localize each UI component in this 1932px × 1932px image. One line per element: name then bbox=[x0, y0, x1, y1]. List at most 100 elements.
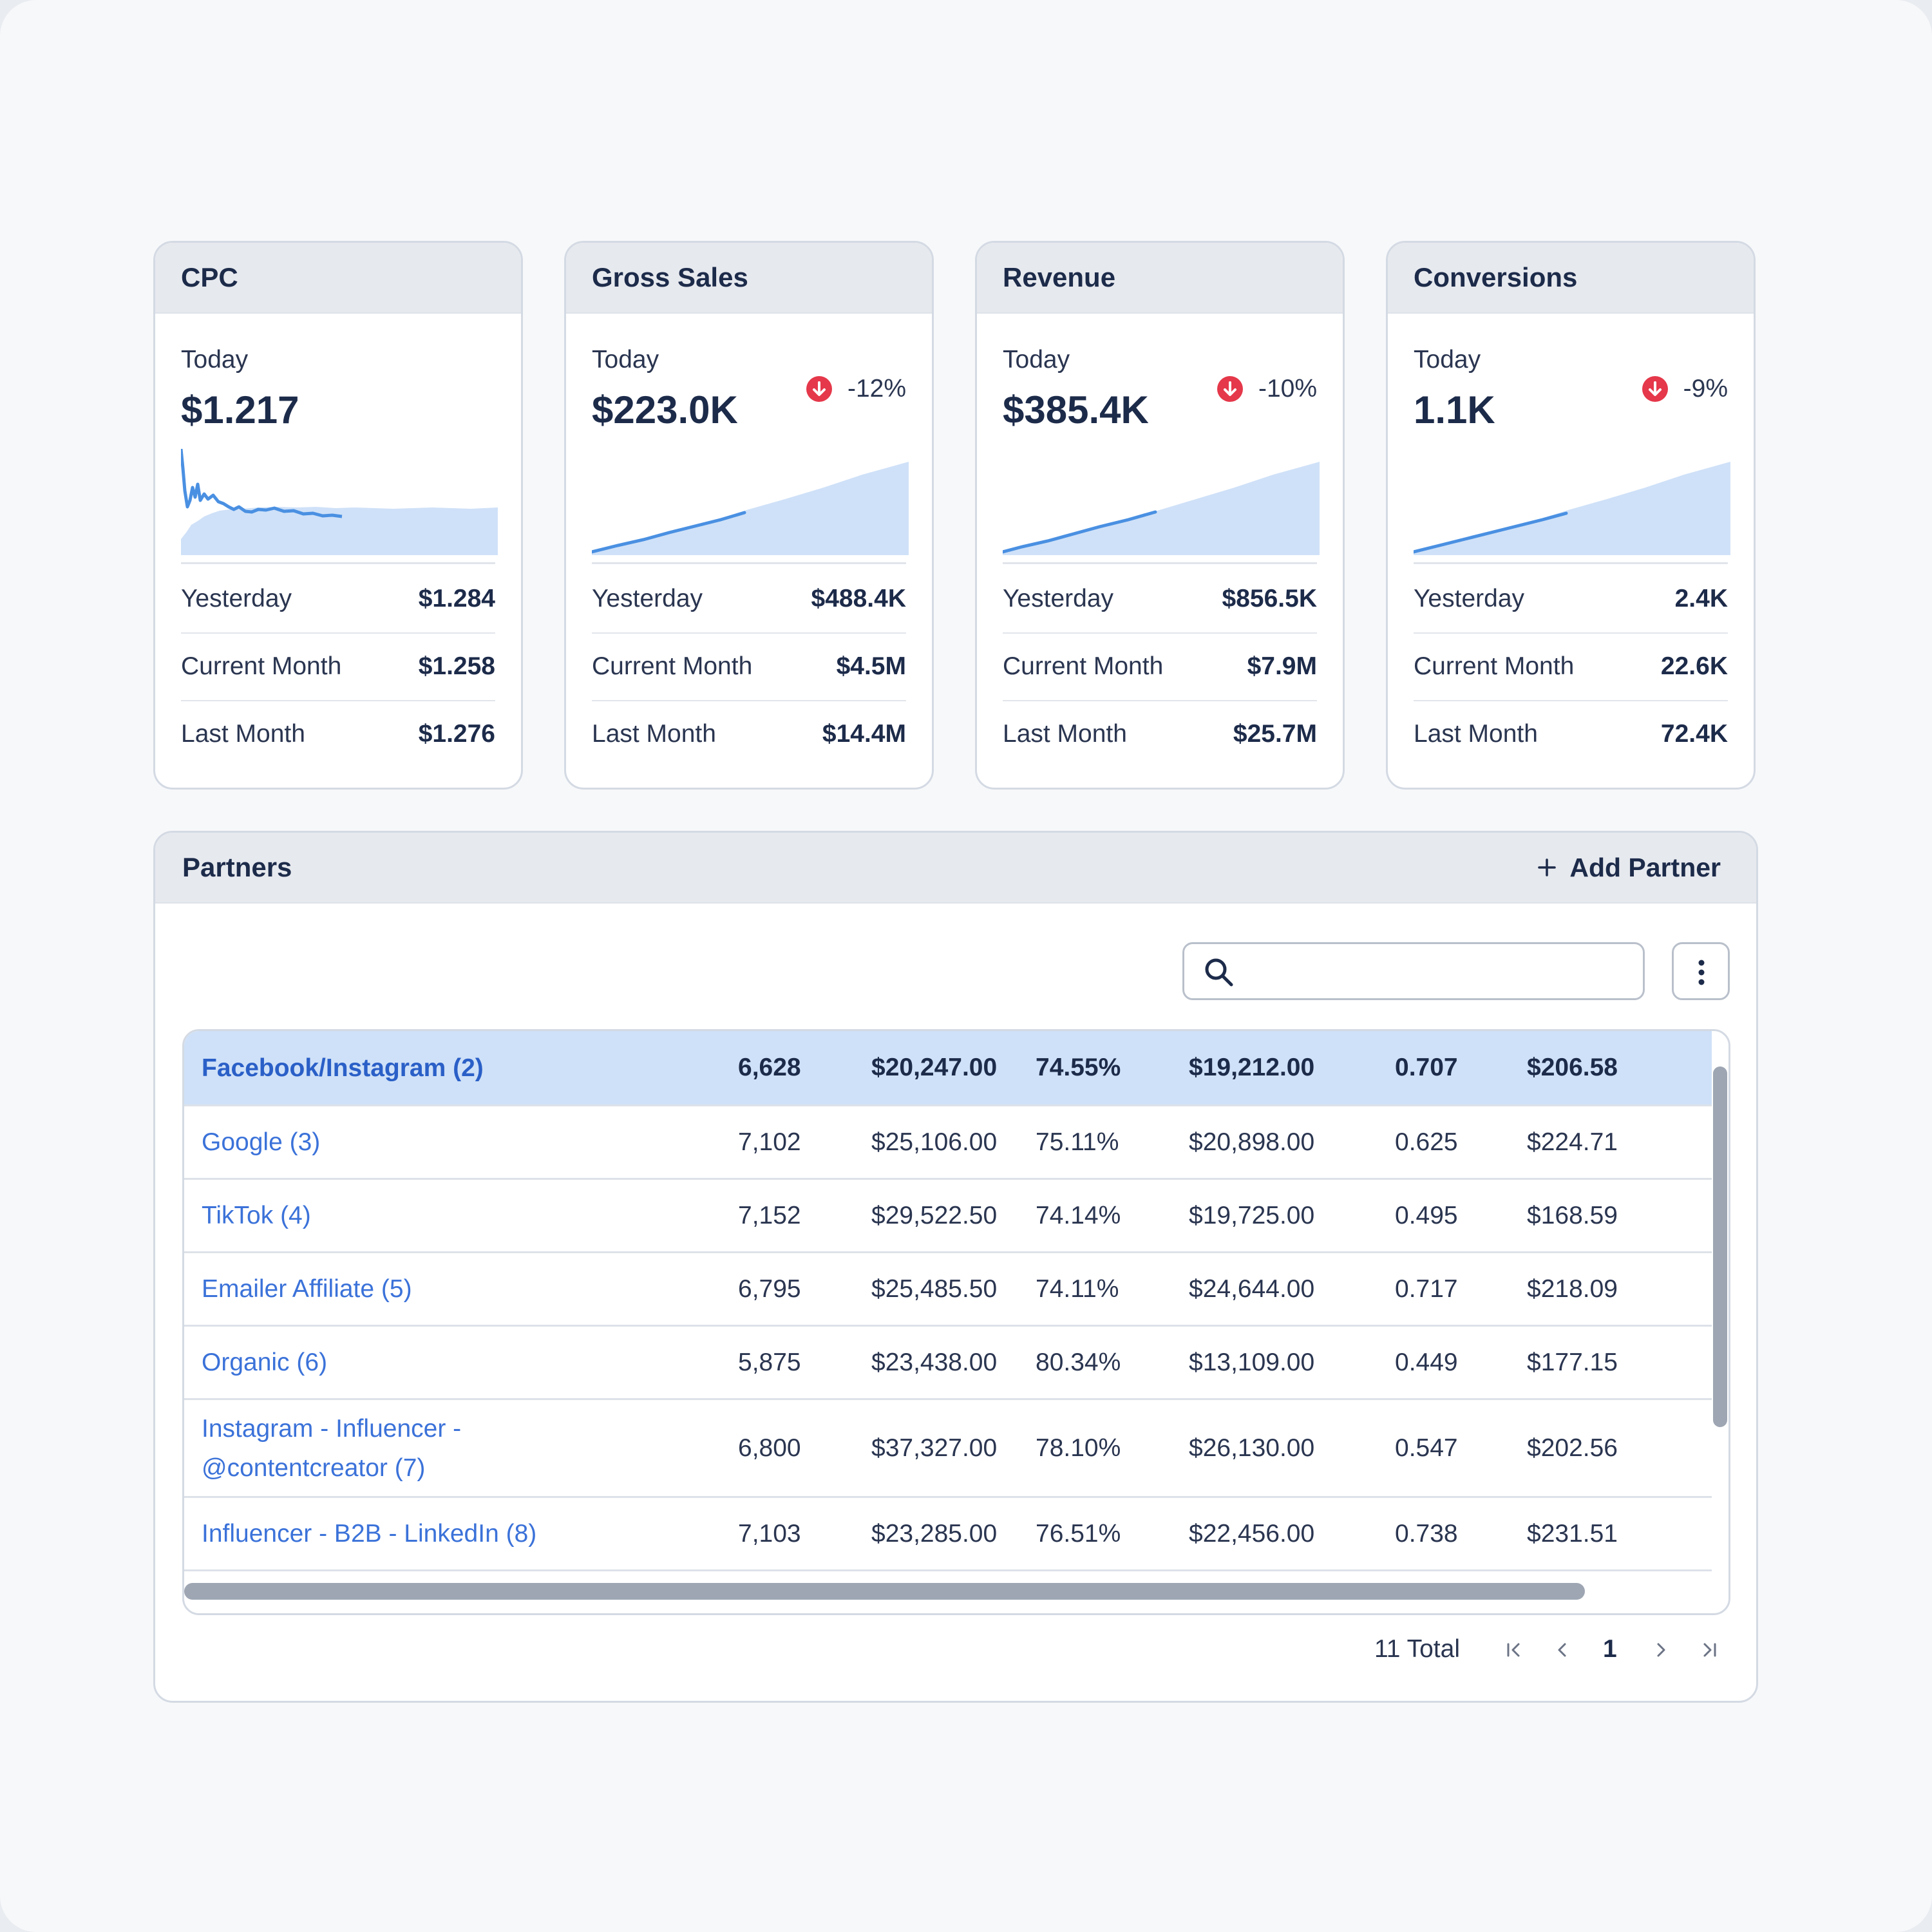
table-cell: $231.51 bbox=[1527, 1519, 1618, 1548]
row-yesterday: Yesterday $1.284 bbox=[181, 565, 495, 634]
partner-name-link[interactable]: Facebook/Instagram (2) bbox=[202, 1054, 484, 1082]
row-current-month: Current Month 22.6K bbox=[1414, 632, 1728, 701]
row-label: Current Month bbox=[592, 652, 753, 680]
row-label: Yesterday bbox=[592, 584, 703, 612]
row-label: Current Month bbox=[181, 652, 342, 680]
table-cell: $218.09 bbox=[1527, 1274, 1618, 1303]
table-cell: $25,106.00 bbox=[871, 1128, 998, 1156]
row-value: $488.4K bbox=[811, 584, 906, 612]
row-current-month: Current Month $7.9M bbox=[1003, 632, 1317, 701]
row-label: Last Month bbox=[592, 719, 716, 748]
horizontal-scrollbar[interactable] bbox=[184, 1583, 1585, 1600]
delta-value: -10% bbox=[1258, 375, 1317, 402]
row-label: Last Month bbox=[1003, 719, 1127, 748]
table-cell: 0.738 bbox=[1395, 1519, 1458, 1548]
kebab-menu-icon bbox=[1698, 960, 1705, 985]
search-input[interactable] bbox=[1242, 949, 1631, 994]
table-cell: $24,644.00 bbox=[1189, 1274, 1315, 1303]
row-yesterday: Yesterday 2.4K bbox=[1414, 565, 1728, 634]
current-page[interactable]: 1 bbox=[1603, 1635, 1617, 1663]
table-row[interactable]: Organic (6) 5,875 $23,438.00 80.34% $13,… bbox=[184, 1327, 1712, 1400]
metric-card-cpc: CPC Today $1.217 Yesterday $1.284 Current… bbox=[153, 241, 523, 790]
more-options-button[interactable] bbox=[1672, 942, 1730, 1000]
row-last-month: Last Month $14.4M bbox=[592, 700, 906, 768]
partner-name-link[interactable]: Instagram - Influencer - @contentcreator… bbox=[202, 1414, 462, 1482]
row-value: 2.4K bbox=[1674, 584, 1728, 612]
arrow-down-icon bbox=[1217, 376, 1243, 402]
row-value: $1.284 bbox=[418, 584, 495, 612]
row-label: Yesterday bbox=[181, 584, 292, 612]
row-value: $14.4M bbox=[822, 719, 906, 748]
today-value: 1.1K bbox=[1414, 388, 1495, 431]
table-row-selected[interactable]: Facebook/Instagram (2) 6,628 $20,247.00 … bbox=[184, 1031, 1712, 1106]
row-label: Last Month bbox=[181, 719, 305, 748]
divider bbox=[181, 562, 495, 564]
next-page-icon[interactable] bbox=[1651, 1640, 1671, 1660]
search-icon bbox=[1205, 958, 1233, 987]
row-label: Yesterday bbox=[1003, 584, 1114, 612]
row-yesterday: Yesterday $488.4K bbox=[592, 565, 906, 634]
vertical-scrollbar[interactable] bbox=[1713, 1066, 1727, 1427]
table-cell: 75.11% bbox=[1036, 1128, 1119, 1156]
delta-value: -12% bbox=[847, 375, 906, 402]
table-cell: 7,103 bbox=[738, 1519, 801, 1548]
table-row[interactable]: Emailer Affiliate (5) 6,795 $25,485.50 7… bbox=[184, 1253, 1712, 1327]
last-page-icon[interactable] bbox=[1700, 1640, 1719, 1660]
divider bbox=[1414, 562, 1728, 564]
partner-name-link[interactable]: Organic (6) bbox=[202, 1349, 328, 1376]
partner-name-link[interactable]: TikTok (4) bbox=[202, 1202, 311, 1229]
table-cell: 7,152 bbox=[738, 1201, 801, 1229]
row-last-month: Last Month $25.7M bbox=[1003, 700, 1317, 768]
delta-badge: -9% bbox=[1642, 375, 1728, 403]
partner-name-link[interactable]: Influencer - B2B - LinkedIn (8) bbox=[202, 1520, 537, 1548]
table-cell: $26,130.00 bbox=[1189, 1434, 1315, 1462]
table-cell: $177.15 bbox=[1527, 1348, 1618, 1376]
row-value: 72.4K bbox=[1660, 719, 1728, 748]
table-cell: $25,485.50 bbox=[871, 1274, 998, 1303]
table-row[interactable]: TikTok (4) 7,152 $29,522.50 74.14% $19,7… bbox=[184, 1180, 1712, 1253]
card-title: Gross Sales bbox=[566, 243, 932, 314]
table-cell: $224.71 bbox=[1527, 1128, 1618, 1156]
revenue-sparkline bbox=[1003, 462, 1320, 555]
row-value: 22.6K bbox=[1660, 652, 1728, 680]
today-label: Today bbox=[1003, 346, 1070, 374]
table-cell: 0.707 bbox=[1395, 1054, 1458, 1081]
card-title: Revenue bbox=[977, 243, 1343, 314]
row-value: $4.5M bbox=[836, 652, 906, 680]
partner-name-link[interactable]: Google (3) bbox=[202, 1128, 321, 1156]
table-cell: $19,725.00 bbox=[1189, 1201, 1315, 1229]
partner-name-link[interactable]: Emailer Affiliate (5) bbox=[202, 1275, 412, 1303]
partners-table: Facebook/Instagram (2) 6,628 $20,247.00 … bbox=[182, 1029, 1730, 1615]
table-cell: 74.11% bbox=[1036, 1274, 1119, 1303]
table-cell: $19,212.00 bbox=[1189, 1054, 1315, 1081]
search-box[interactable] bbox=[1182, 942, 1645, 1000]
metric-card-gross-sales: Gross Sales Today $223.0K -12% Yesterday… bbox=[564, 241, 934, 790]
delta-value: -9% bbox=[1683, 375, 1728, 402]
partners-title: Partners bbox=[182, 852, 292, 882]
first-page-icon[interactable] bbox=[1504, 1640, 1524, 1660]
table-row[interactable]: Google (3) 7,102 $25,106.00 75.11% $20,8… bbox=[184, 1106, 1712, 1180]
row-value: $7.9M bbox=[1247, 652, 1317, 680]
table-cell: 76.51% bbox=[1036, 1519, 1121, 1548]
delta-badge: -12% bbox=[806, 375, 906, 403]
conversions-sparkline bbox=[1414, 462, 1730, 555]
arrow-down-icon bbox=[806, 376, 832, 402]
table-row[interactable]: Instagram - Influencer - @contentcreator… bbox=[184, 1400, 1712, 1498]
table-cell: $20,247.00 bbox=[871, 1054, 998, 1081]
metric-card-conversions: Conversions Today 1.1K -9% Yesterday 2.4K… bbox=[1386, 241, 1756, 790]
table-cell: 6,800 bbox=[738, 1434, 801, 1462]
partners-header: Partners Add Partner bbox=[155, 833, 1756, 904]
add-partner-button[interactable]: Add Partner bbox=[1537, 853, 1721, 883]
today-label: Today bbox=[1414, 346, 1481, 374]
row-yesterday: Yesterday $856.5K bbox=[1003, 565, 1317, 634]
previous-page-icon[interactable] bbox=[1553, 1640, 1572, 1660]
table-cell: 0.449 bbox=[1395, 1348, 1458, 1376]
table-cell: $168.59 bbox=[1527, 1201, 1618, 1229]
row-label: Current Month bbox=[1003, 652, 1164, 680]
delta-badge: -10% bbox=[1217, 375, 1317, 403]
table-cell: 0.717 bbox=[1395, 1274, 1458, 1303]
table-cell: $23,285.00 bbox=[871, 1519, 998, 1548]
plus-icon bbox=[1538, 858, 1557, 876]
table-row[interactable]: Influencer - B2B - LinkedIn (8) 7,103 $2… bbox=[184, 1498, 1712, 1571]
